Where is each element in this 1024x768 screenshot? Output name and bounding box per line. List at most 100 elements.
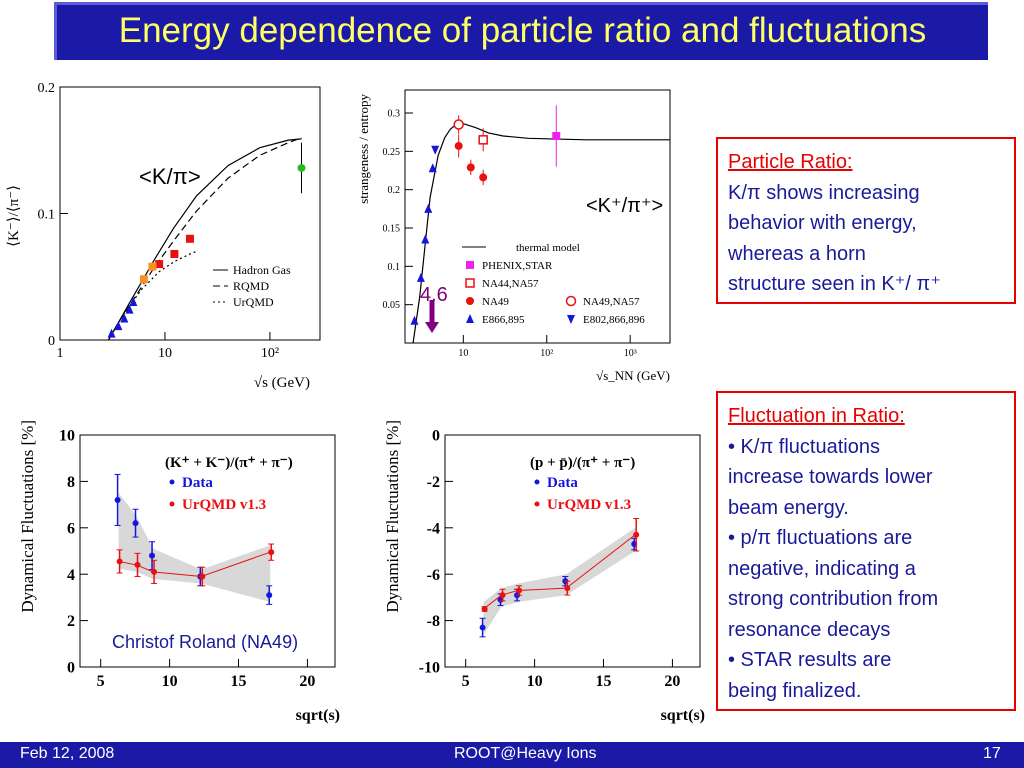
data-point — [155, 260, 164, 269]
x-axis-label: sqrt(s) — [661, 707, 705, 724]
data-point — [114, 321, 123, 331]
y-axis-label: strangeness / entropy — [356, 94, 371, 204]
legend-label: UrQMD v1.3 — [182, 497, 266, 513]
k-pi-annotation: <K/π> — [139, 164, 201, 189]
k-pi-plus-annotation: <K⁺/π⁺> — [586, 195, 664, 217]
data-point — [139, 275, 148, 284]
data-point — [499, 592, 506, 599]
plot-frame — [444, 434, 701, 668]
data-point — [552, 132, 561, 140]
legend-marker — [466, 261, 474, 269]
slide-title: Energy dependence of particle ratio and … — [118, 11, 927, 50]
legend-marker — [567, 315, 575, 324]
legend-marker — [565, 295, 577, 307]
fluct-line: • p/π fluctuations are — [728, 527, 913, 549]
data-point — [151, 568, 158, 575]
y-tick-label: -10 — [419, 660, 440, 677]
data-point — [266, 592, 273, 599]
x-tick-label: 10 — [458, 348, 468, 359]
y-tick-label: 0.25 — [383, 147, 401, 158]
ratio-line: K/π shows increasing — [728, 181, 920, 204]
legend-label: Hadron Gas — [233, 263, 291, 277]
data-point — [185, 234, 194, 243]
y-tick-label: 0 — [48, 334, 55, 349]
legend-label: NA44,NA57 — [482, 278, 539, 290]
y-tick-label: -6 — [427, 567, 440, 584]
x-tick-label: 15 — [231, 673, 247, 690]
x-tick-label: 10² — [261, 346, 279, 361]
data-point — [132, 520, 139, 527]
legend-marker — [169, 501, 175, 507]
data-point — [479, 173, 488, 182]
plot-frame — [59, 86, 321, 341]
plot-title: (K⁺ + K⁻)/(π⁺ + π⁻) — [165, 455, 293, 471]
plot-frame — [79, 434, 336, 668]
y-tick-label: 0.2 — [388, 185, 401, 196]
y-axis-label: Dynamical Fluctuations [%] — [383, 420, 402, 613]
data-point — [479, 624, 486, 631]
x-tick-label: 20 — [299, 673, 315, 690]
y-tick-label: 0.15 — [383, 224, 401, 235]
data-point — [424, 203, 433, 213]
legend-label: PHENIX,STAR — [482, 260, 553, 272]
footer-date: Feb 12, 2008 — [20, 745, 115, 762]
x-axis-label: √s_NN (GeV) — [596, 368, 670, 383]
y-tick-label: 0.05 — [383, 300, 401, 311]
legend-label: E802,866,896 — [583, 314, 645, 326]
data-point — [453, 119, 464, 130]
data-point — [431, 145, 440, 155]
y-tick-label: 8 — [67, 474, 75, 491]
data-point — [148, 262, 157, 271]
y-tick-label: -2 — [427, 474, 440, 491]
beam-energy-label: 4.6 — [420, 284, 448, 306]
data-point — [170, 249, 179, 258]
x-tick-label: 20 — [664, 673, 680, 690]
legend-label: NA49 — [482, 296, 509, 308]
y-tick-label: -8 — [427, 613, 440, 630]
x-tick-label: 10 — [162, 673, 178, 690]
x-tick-label: 15 — [596, 673, 612, 690]
footer-center: ROOT@Heavy Ions — [454, 745, 597, 762]
fluct-line: negative, indicating a — [728, 557, 916, 580]
ratio-line: structure seen in K⁺/ π⁺ — [728, 273, 941, 295]
particle-ratio-heading: Particle Ratio: — [728, 151, 853, 173]
y-tick-label: 4 — [67, 567, 75, 584]
k-pi-fluctuation-chart: 5 10 15 20 0 2 4 6 8 10 sqrt(s) Dynamical Fluctuati… — [18, 420, 340, 724]
y-tick-label: 0.3 — [388, 109, 401, 120]
data-point — [564, 585, 571, 592]
fluct-line: resonance decays — [728, 618, 891, 641]
data-point — [114, 496, 121, 503]
data-point — [268, 549, 275, 556]
x-tick-label: 10³ — [624, 348, 637, 359]
x-tick-label: 1 — [57, 346, 64, 361]
legend-marker — [465, 278, 475, 288]
y-tick-label: 0.2 — [38, 81, 56, 96]
legend-label: UrQMD — [233, 295, 274, 309]
data-point — [633, 531, 640, 538]
fluct-line: • STAR results are — [728, 649, 892, 671]
legend-marker — [169, 479, 175, 485]
data-point — [134, 561, 141, 568]
plot-title: (p + p̄)/(π⁺ + π⁻) — [530, 455, 635, 471]
data-point — [428, 163, 437, 173]
y-tick-label: 2 — [67, 613, 75, 630]
data-point — [416, 272, 425, 282]
plot-frame — [404, 89, 671, 344]
beam-energy-arrow — [425, 300, 439, 333]
y-tick-label: 0.1 — [38, 207, 56, 222]
k-pi-ratio-chart: 1 10 10² 0 0.1 0.2 √s (GeV) ⟨K⁻⟩/⟨π⁻⟩ Hadron Gas… — [6, 81, 321, 391]
data-point — [516, 587, 523, 594]
data-point — [454, 141, 463, 150]
legend-label: RQMD — [233, 279, 269, 293]
fluct-line: beam energy. — [728, 496, 849, 519]
data-point — [125, 304, 134, 314]
x-tick-label: 10² — [540, 348, 553, 359]
data-point — [421, 234, 430, 244]
legend-marker — [466, 297, 474, 305]
data-point — [297, 163, 306, 172]
x-tick-label: 10 — [158, 346, 172, 361]
fluct-line: • K/π fluctuations — [728, 435, 880, 458]
y-axis-label: ⟨K⁻⟩/⟨π⁻⟩ — [6, 185, 22, 247]
y-axis-label: Dynamical Fluctuations [%] — [18, 420, 37, 613]
fluct-line: increase towards lower — [728, 466, 933, 488]
